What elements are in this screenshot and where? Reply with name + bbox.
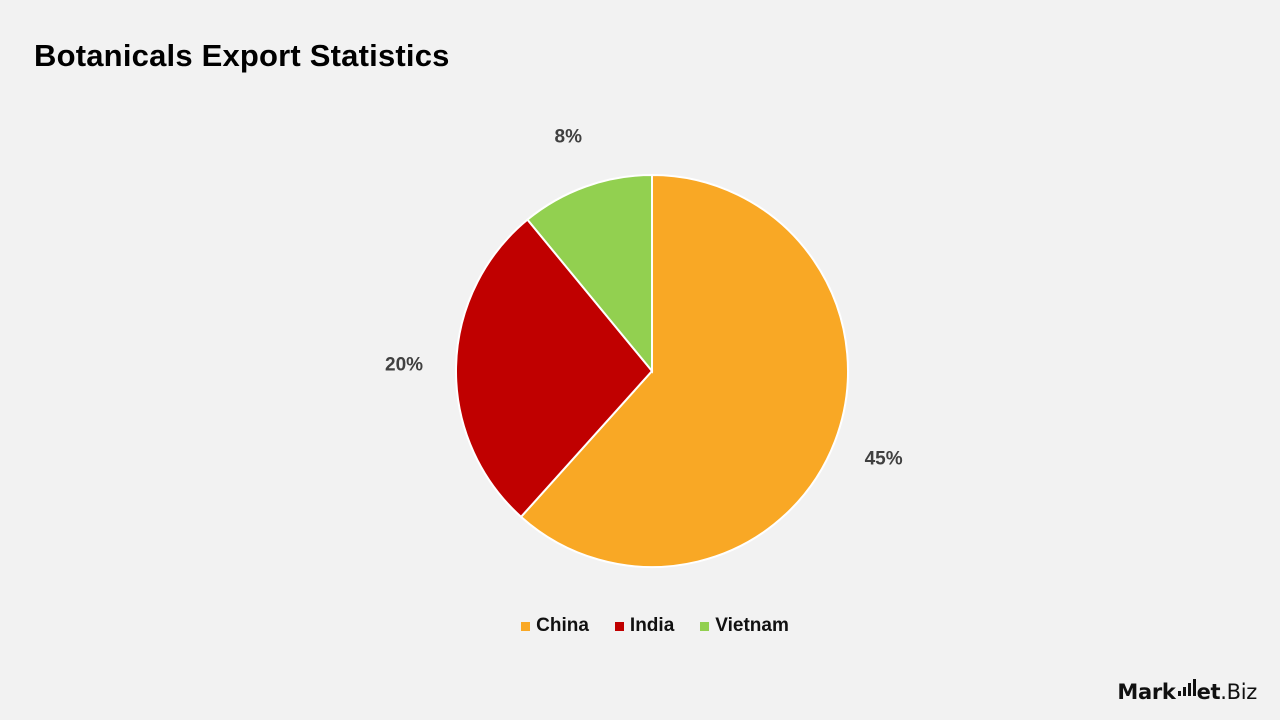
legend-item-india: India (614, 615, 675, 637)
bar-chart-icon (1177, 679, 1196, 696)
data-label-vietnam: 8% (555, 127, 583, 148)
brand-logo: Mark et .Biz (1117, 679, 1257, 704)
legend-swatch-china (521, 621, 531, 631)
pie-slice-china (519, 173, 849, 568)
data-label-india: 20% (385, 355, 423, 376)
brand-name-start: Mark (1117, 680, 1176, 704)
legend-label-india: India (629, 615, 675, 636)
legend-swatch-vietnam (700, 621, 710, 631)
legend-label-china: China (536, 615, 589, 636)
data-label-china: 45% (865, 449, 903, 470)
pie-slice-india (455, 218, 654, 519)
legend-swatch-india (614, 621, 624, 631)
chart-title: Botanicals Export Statistics (34, 38, 450, 73)
brand-name-middle: et (1196, 680, 1221, 704)
chart-legend: China India Vietnam (0, 615, 1280, 637)
brand-name-end: .Biz (1220, 680, 1257, 704)
pie-slice-vietnam (526, 173, 653, 374)
legend-item-china: China (521, 615, 589, 637)
legend-item-vietnam: Vietnam (700, 615, 789, 637)
legend-label-vietnam: Vietnam (715, 615, 789, 636)
